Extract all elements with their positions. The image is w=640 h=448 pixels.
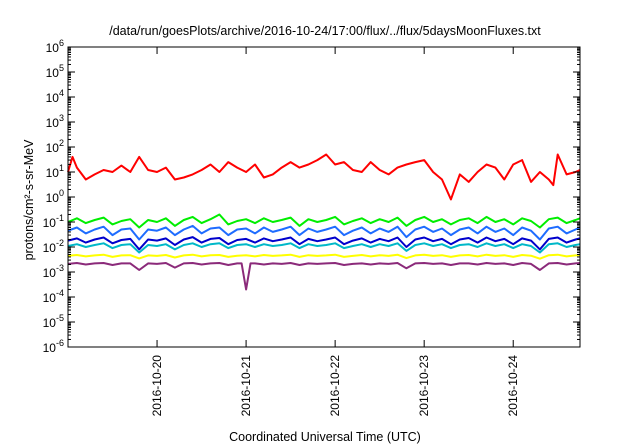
series-line-6 [67, 262, 581, 291]
y-tick-label: 100 [46, 188, 64, 205]
series-layer [67, 153, 581, 291]
y-tick-label: 102 [46, 138, 64, 155]
x-tick-label: 2016-10-23 [417, 355, 431, 417]
y-tick-label: 105 [46, 63, 64, 80]
series-line-1 [67, 213, 581, 229]
chart-title: /data/run/goesPlots/archive/2016-10-24/1… [109, 24, 541, 38]
x-tick-label: 2016-10-24 [506, 355, 520, 417]
series-line-2 [67, 224, 581, 241]
y-tick-label: 101 [46, 163, 64, 180]
y-axis: 10-6 10-5 10-4 10-3 10-2 10-1 100 101 102 103 104 1… [43, 38, 580, 355]
y-tick-label: 10-1 [43, 213, 64, 230]
y-tick-label: 10-3 [43, 263, 64, 280]
y-tick-label: 106 [46, 38, 64, 55]
plot-frame [67, 46, 581, 348]
y-tick-label: 10-6 [43, 338, 64, 355]
series-line-5 [67, 253, 581, 260]
x-axis: 2016-10-20 2016-10-21 2016-10-22 2016-10-23… [150, 47, 520, 416]
x-axis-label: Coordinated Universal Time (UTC) [229, 430, 421, 444]
x-tick-label: 2016-10-20 [150, 355, 164, 417]
y-tick-label: 104 [46, 88, 64, 105]
series-line-3 [67, 236, 581, 251]
series-line-0 [67, 153, 581, 201]
x-tick-label: 2016-10-22 [328, 355, 342, 417]
x-tick-label: 2016-10-21 [239, 355, 253, 417]
series-line-4 [67, 242, 581, 254]
y-tick-label: 103 [46, 113, 64, 130]
y-axis-label: protons/cm²-s-sr-MeV [22, 139, 36, 261]
y-tick-label: 10-5 [43, 313, 64, 330]
y-tick-label: 10-4 [43, 288, 64, 305]
y-tick-label: 10-2 [43, 238, 64, 255]
